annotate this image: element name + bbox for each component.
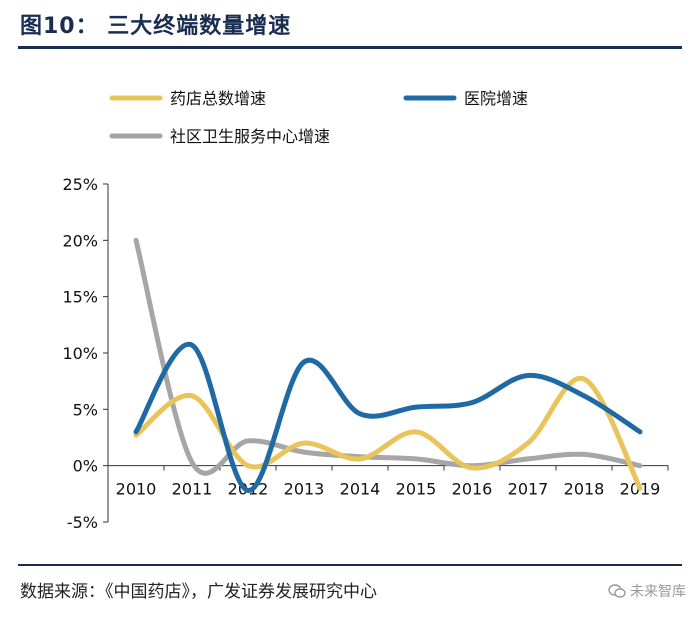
footer-divider — [18, 564, 682, 566]
x-tick-label: 2011 — [172, 480, 213, 499]
y-tick-label: 15% — [62, 288, 98, 307]
legend-label-1: 药店总数增速 — [170, 89, 266, 108]
y-tick-label: 10% — [62, 344, 98, 363]
x-tick-label: 2016 — [452, 480, 493, 499]
legend-label-3: 社区卫生服务中心增速 — [170, 127, 330, 146]
wechat-logo-icon — [608, 584, 626, 598]
y-tick-label: 0% — [73, 457, 98, 476]
y-tick-label: 5% — [73, 400, 98, 419]
legend-label-2: 医院增速 — [464, 89, 528, 108]
x-tick-label: 2014 — [340, 480, 381, 499]
x-tick-label: 2013 — [284, 480, 325, 499]
y-tick-label: 20% — [62, 231, 98, 250]
x-tick-label: 2018 — [564, 480, 605, 499]
y-tick-label: -5% — [67, 513, 98, 532]
x-tick-label: 2017 — [508, 480, 549, 499]
series-line-2 — [133, 341, 643, 493]
y-tick-label: 25% — [62, 175, 98, 194]
figure-title: 图10： 三大终端数量增速 — [20, 14, 292, 39]
title-divider — [18, 46, 682, 49]
source-note: 数据来源：《中国药店》，广发证券发展研究中心 — [20, 582, 377, 602]
x-tick-label: 2010 — [116, 480, 157, 499]
series-line-3 — [133, 237, 643, 476]
watermark-text: 未来智库 — [630, 584, 686, 600]
x-tick-label: 2015 — [396, 480, 437, 499]
watermark: 未来智库 — [608, 581, 686, 601]
series-lines — [133, 237, 643, 493]
axes: 25%20%15%10%5%0%-5%2010 2011 2012 2013 2014 2… — [62, 175, 669, 532]
